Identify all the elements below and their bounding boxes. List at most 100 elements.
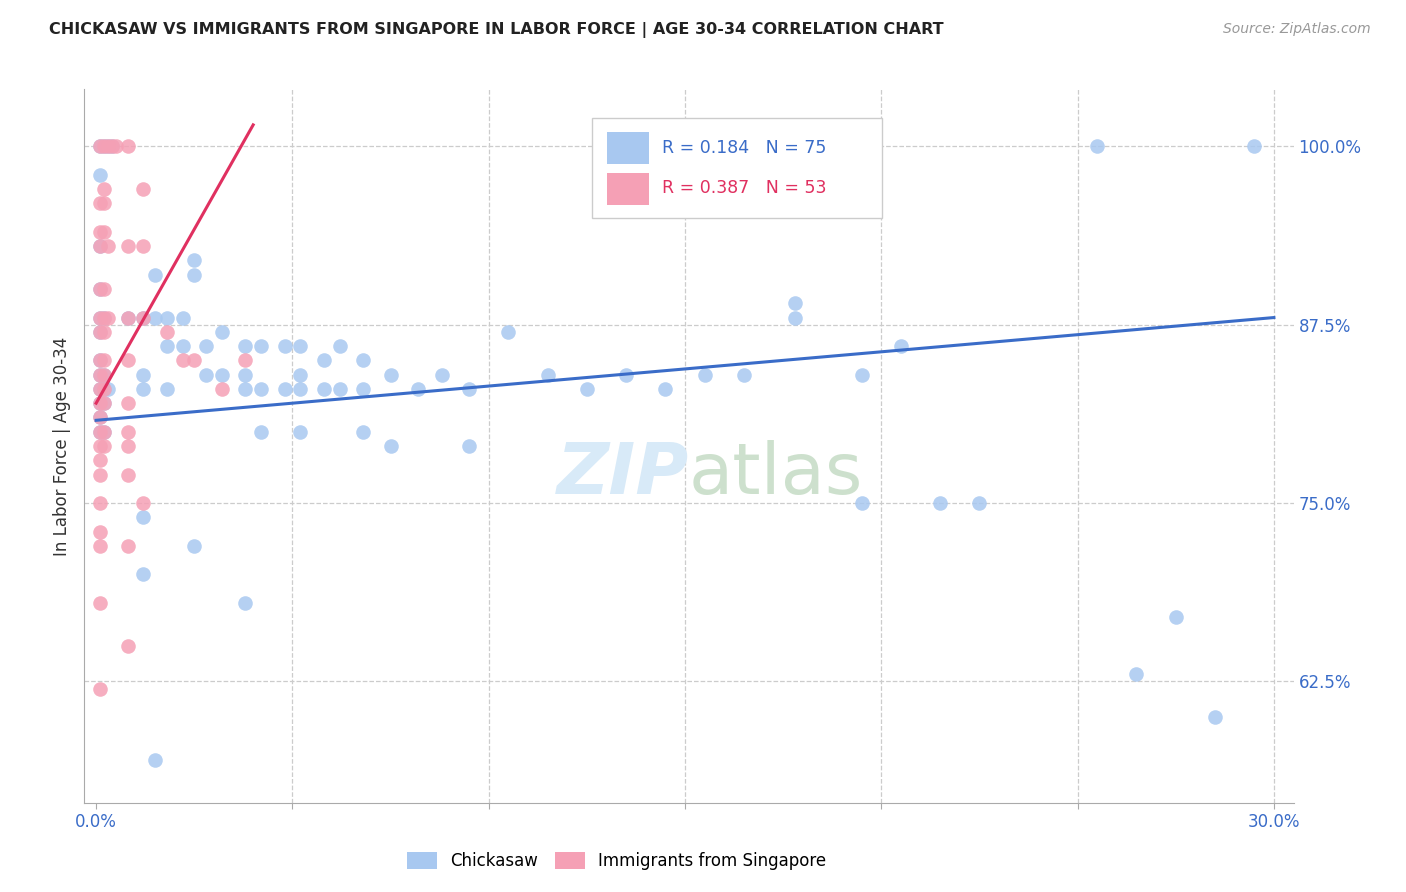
Point (929, 496, 952, 510)
Point (233, 596, 256, 610)
Point (89, 225, 111, 239)
Point (93, 139, 115, 153)
Point (117, 467, 139, 482)
Point (89, 353, 111, 368)
Point (97, 382, 120, 396)
Point (1125, 667, 1147, 681)
Point (1204, 710, 1226, 724)
Point (117, 439, 139, 453)
Point (93, 139, 115, 153)
Point (1085, 139, 1108, 153)
Point (93, 425, 115, 439)
Point (250, 382, 273, 396)
Point (89, 453, 111, 467)
Point (380, 368, 402, 382)
Point (117, 425, 139, 439)
Point (117, 139, 139, 153)
Point (132, 510, 155, 524)
Point (89, 467, 111, 482)
Point (430, 368, 453, 382)
Point (693, 368, 716, 382)
Point (233, 339, 256, 353)
Point (93, 368, 115, 382)
Point (1243, 139, 1265, 153)
Point (143, 753, 166, 767)
Point (195, 368, 218, 382)
Point (132, 567, 155, 582)
Point (211, 368, 233, 382)
Point (233, 382, 256, 396)
Point (654, 382, 676, 396)
Point (93, 196, 115, 211)
Point (117, 310, 139, 325)
Point (290, 368, 312, 382)
Point (733, 368, 755, 382)
Text: ZIP: ZIP (557, 440, 689, 509)
Point (312, 382, 335, 396)
Point (406, 382, 429, 396)
Point (93, 325, 115, 339)
Point (143, 310, 166, 325)
Point (233, 368, 256, 382)
Text: Source: ZipAtlas.com: Source: ZipAtlas.com (1223, 22, 1371, 37)
Point (328, 339, 350, 353)
Point (156, 382, 179, 396)
Point (89, 410, 111, 425)
Point (89, 596, 111, 610)
Point (89, 239, 111, 253)
Point (851, 496, 873, 510)
Point (89, 382, 111, 396)
Point (290, 339, 312, 353)
Point (117, 353, 139, 368)
Point (172, 310, 194, 325)
Point (89, 368, 111, 382)
Point (498, 325, 520, 339)
Text: atlas: atlas (689, 440, 863, 509)
Point (614, 368, 637, 382)
Point (575, 382, 598, 396)
Point (93, 225, 115, 239)
Point (89, 410, 111, 425)
Legend: Chickasaw, Immigrants from Singapore: Chickasaw, Immigrants from Singapore (401, 845, 832, 877)
Point (97, 139, 120, 153)
Point (89, 396, 111, 410)
Point (93, 396, 115, 410)
Point (183, 353, 205, 368)
Point (93, 382, 115, 396)
Point (132, 496, 155, 510)
Point (89, 139, 111, 153)
Point (783, 310, 806, 325)
Point (969, 496, 991, 510)
Point (93, 310, 115, 325)
Point (89, 681, 111, 696)
Point (250, 425, 273, 439)
Point (143, 268, 166, 282)
Point (93, 382, 115, 396)
Text: CHICKASAW VS IMMIGRANTS FROM SINGAPORE IN LABOR FORCE | AGE 30-34 CORRELATION CH: CHICKASAW VS IMMIGRANTS FROM SINGAPORE I… (49, 22, 943, 38)
FancyBboxPatch shape (607, 173, 650, 205)
Point (290, 382, 312, 396)
Point (89, 325, 111, 339)
Point (172, 339, 194, 353)
Point (89, 496, 111, 510)
Point (89, 368, 111, 382)
Point (183, 268, 205, 282)
Point (89, 282, 111, 296)
Point (458, 439, 481, 453)
Point (458, 382, 481, 396)
Point (250, 339, 273, 353)
Point (93, 368, 115, 382)
Point (89, 539, 111, 553)
Point (132, 239, 155, 253)
Point (117, 396, 139, 410)
Point (101, 139, 124, 153)
Point (89, 396, 111, 410)
Point (93, 439, 115, 453)
Point (156, 310, 179, 325)
Point (93, 282, 115, 296)
Y-axis label: In Labor Force | Age 30-34: In Labor Force | Age 30-34 (53, 336, 72, 556)
Point (1164, 610, 1187, 624)
FancyBboxPatch shape (607, 132, 650, 164)
Point (89, 439, 111, 453)
Point (183, 253, 205, 268)
